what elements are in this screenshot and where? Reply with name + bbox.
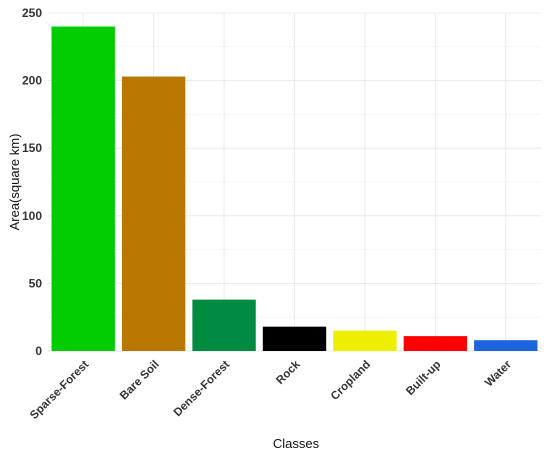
y-tick-label: 250 <box>22 6 42 20</box>
y-axis-title: Area(square km) <box>7 134 22 231</box>
y-tick-label: 50 <box>29 276 43 290</box>
bar-bare-soil <box>121 76 186 351</box>
bar-dense-forest <box>192 299 256 351</box>
x-axis-ticks: Sparse-Forest Bare Soil Dense-Forest Rock Cr… <box>28 358 514 422</box>
x-tick-label: Built-up <box>404 359 443 398</box>
x-tick-label: Bare Soil <box>118 359 162 403</box>
x-tick-label: Dense-Forest <box>172 359 233 420</box>
x-tick-label: Cropland <box>329 359 373 403</box>
x-tick-label: Rock <box>274 358 303 387</box>
y-axis-ticks: 0 50 100 150 200 250 <box>22 6 42 358</box>
bar-water <box>474 340 538 351</box>
bars <box>51 26 538 352</box>
y-tick-label: 150 <box>22 141 42 155</box>
bar-rock <box>262 326 327 351</box>
x-tick-label: Water <box>483 358 514 389</box>
x-axis-title: Classes <box>273 436 320 451</box>
bar-sparse-forest <box>51 26 115 352</box>
y-tick-label: 200 <box>22 74 42 88</box>
y-tick-label: 100 <box>22 209 42 223</box>
bar-built-up <box>403 336 468 351</box>
x-tick-label: Sparse-Forest <box>28 359 91 422</box>
y-tick-label: 0 <box>35 344 42 358</box>
bar-cropland <box>333 330 397 351</box>
